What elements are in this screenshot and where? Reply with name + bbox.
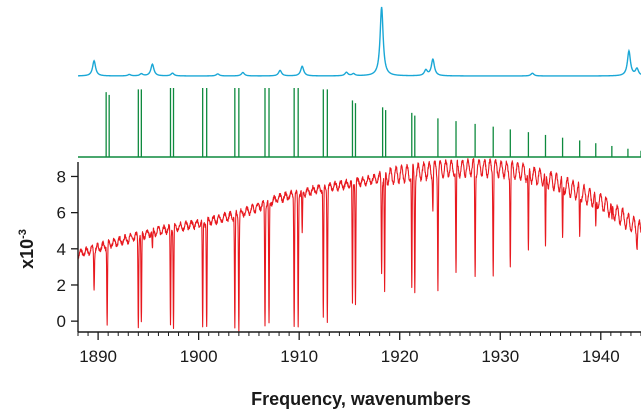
measured-spectrum-line xyxy=(77,158,641,332)
y-tick-label: 2 xyxy=(57,276,66,295)
y-axis-title-base: x10 xyxy=(17,239,37,269)
y-axis-title-exponent: -3 xyxy=(17,229,29,239)
x-tick-label: 1900 xyxy=(180,347,218,366)
x-tick-label: 1940 xyxy=(582,347,620,366)
simulated-spectrum-line xyxy=(77,6,641,77)
y-axis-title: x10-3 xyxy=(17,229,37,269)
y-tick-label: 4 xyxy=(57,240,66,259)
x-tick-label: 1890 xyxy=(79,347,117,366)
simulated-spectrum-panel xyxy=(77,6,641,77)
stick-lines-panel xyxy=(78,88,641,158)
x-axis-title: Frequency, wavenumbers xyxy=(251,389,471,409)
y-tick-label: 0 xyxy=(57,312,66,331)
measured-spectrum-panel xyxy=(77,158,641,332)
y-tick-label: 6 xyxy=(57,204,66,223)
axes: 0 2 4 6 8 1890 1900 1910 1920 1930 1940 xyxy=(57,162,641,366)
x-tick-label: 1920 xyxy=(381,347,419,366)
x-tick-label: 1930 xyxy=(481,347,519,366)
x-tick-label: 1910 xyxy=(280,347,318,366)
y-tick-label: 8 xyxy=(57,167,66,186)
